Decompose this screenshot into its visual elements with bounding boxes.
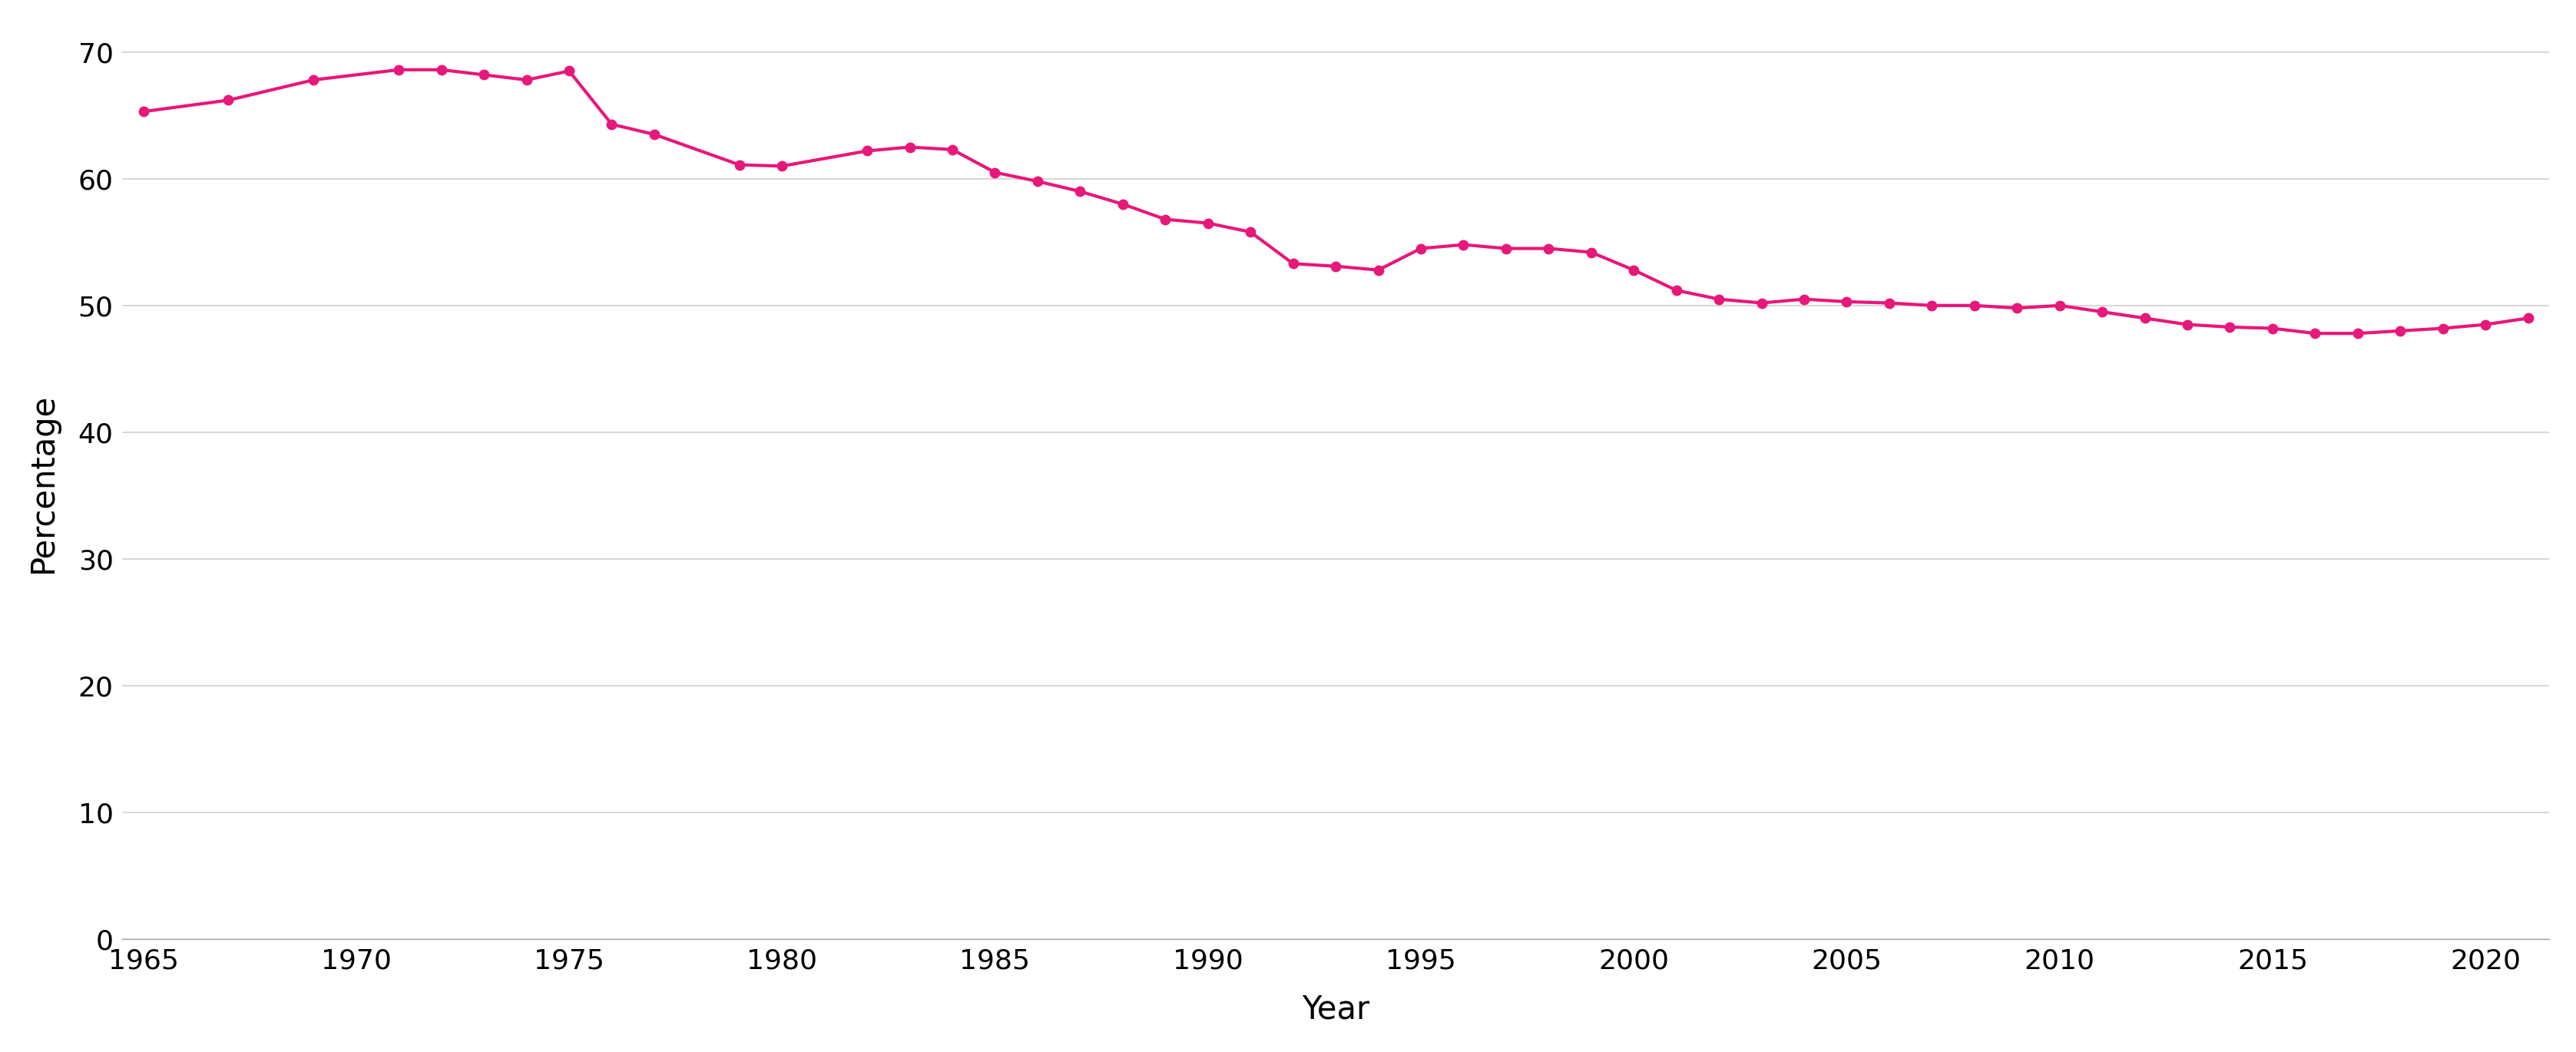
X-axis label: Year: Year [1301,993,1370,1026]
Y-axis label: Percentage: Percentage [26,393,59,573]
